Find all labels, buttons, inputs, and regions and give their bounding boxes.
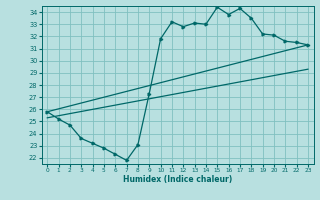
X-axis label: Humidex (Indice chaleur): Humidex (Indice chaleur)	[123, 175, 232, 184]
